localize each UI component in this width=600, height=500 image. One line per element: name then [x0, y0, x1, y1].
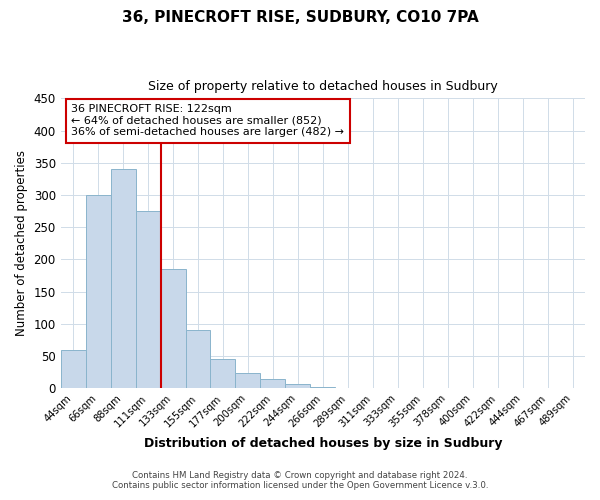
Bar: [185, 330, 211, 388]
Bar: [110, 169, 136, 388]
Bar: [235, 374, 260, 388]
Title: Size of property relative to detached houses in Sudbury: Size of property relative to detached ho…: [148, 80, 498, 93]
Bar: [86, 195, 110, 388]
Bar: [61, 350, 86, 388]
Bar: [161, 269, 185, 388]
Text: 36, PINECROFT RISE, SUDBURY, CO10 7PA: 36, PINECROFT RISE, SUDBURY, CO10 7PA: [122, 10, 478, 25]
Bar: [211, 359, 235, 388]
Bar: [310, 387, 335, 388]
X-axis label: Distribution of detached houses by size in Sudbury: Distribution of detached houses by size …: [143, 437, 502, 450]
Y-axis label: Number of detached properties: Number of detached properties: [15, 150, 28, 336]
Bar: [286, 384, 310, 388]
Bar: [136, 211, 161, 388]
Text: Contains HM Land Registry data © Crown copyright and database right 2024.
Contai: Contains HM Land Registry data © Crown c…: [112, 470, 488, 490]
Text: 36 PINECROFT RISE: 122sqm
← 64% of detached houses are smaller (852)
36% of semi: 36 PINECROFT RISE: 122sqm ← 64% of detac…: [71, 104, 344, 138]
Bar: [260, 378, 286, 388]
